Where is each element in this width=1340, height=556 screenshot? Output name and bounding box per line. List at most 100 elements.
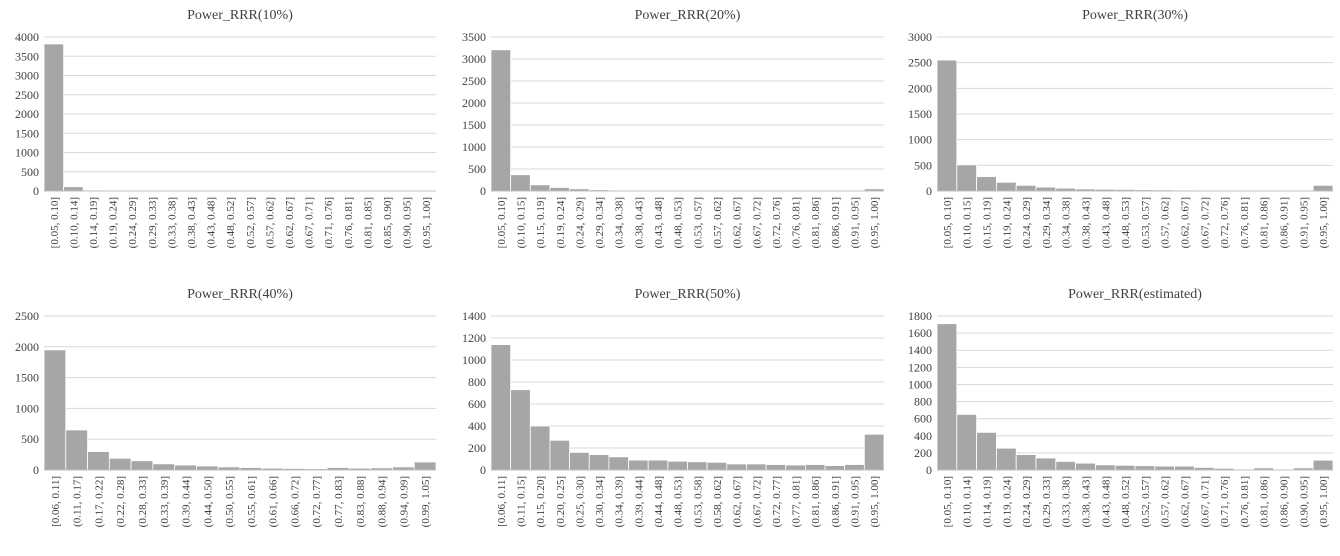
histogram-bar <box>131 461 153 470</box>
x-tick-label: (0.81, 0.86] <box>810 197 822 248</box>
histogram-bar <box>1135 466 1155 470</box>
y-tick-label: 1000 <box>462 140 486 154</box>
histogram-bar <box>1036 187 1056 191</box>
x-tick-label: (0.48, 0.53] <box>1120 197 1132 248</box>
x-tick-label: (0.57, 0.62] <box>1160 197 1172 248</box>
y-tick-label: 4000 <box>15 30 39 44</box>
x-tick-label: (0.71, 0.76] <box>323 197 335 248</box>
histogram-bar <box>805 465 825 471</box>
x-tick-label: [0.06, 0.11] <box>496 476 508 527</box>
x-tick-label: (0.17, 0.22] <box>93 476 105 527</box>
x-tick-label: (0.81, 0.86] <box>1259 197 1271 248</box>
x-tick-label: (0.10, 0.14] <box>68 197 80 248</box>
histogram-bar <box>570 452 590 470</box>
x-tick-label: (0.19, 0.24] <box>108 197 120 248</box>
x-tick-label: (0.33, 0.39] <box>159 476 171 527</box>
x-tick-label: (0.52, 0.57] <box>1140 476 1152 527</box>
x-tick-label: (0.15, 0.20] <box>535 476 547 527</box>
x-tick-label: (0.30, 0.34] <box>594 476 606 527</box>
histogram-bar <box>530 185 550 191</box>
x-tick-label: (0.52, 0.57] <box>245 197 257 248</box>
x-tick-label: (0.66, 0.72] <box>289 476 301 527</box>
y-tick-label: 0 <box>480 463 486 477</box>
y-tick-label: 400 <box>914 429 932 443</box>
x-tick-label: (0.11, 0.17] <box>72 476 84 527</box>
x-tick-label: (0.57, 0.62] <box>712 197 724 248</box>
histogram-svg: Power_RRR(40%)05001000150020002500[0.06,… <box>0 282 446 551</box>
y-tick-label: 500 <box>21 432 39 446</box>
x-tick-label: [0.05, 0.10] <box>496 197 508 248</box>
chart-title: Power_RRR(30%) <box>1082 8 1188 23</box>
histogram-bar <box>648 460 668 470</box>
x-tick-label: (0.90, 0.95] <box>1298 476 1310 527</box>
x-tick-label: (0.10, 0.15] <box>962 197 974 248</box>
x-tick-label: (0.24, 0.29] <box>574 197 586 248</box>
histogram-bar <box>937 60 957 191</box>
x-tick-label: (0.14, 0.19] <box>88 197 100 248</box>
histogram-bar <box>550 440 570 470</box>
x-tick-label: (0.71, 0.76] <box>1219 476 1231 527</box>
histogram-bar <box>1095 465 1115 470</box>
histogram-bar <box>1313 185 1333 191</box>
x-tick-label: (0.48, 0.53] <box>673 476 685 527</box>
x-tick-label: (0.83, 0.88] <box>355 476 367 527</box>
x-tick-label: (0.67, 0.72] <box>1199 197 1211 248</box>
x-tick-label: (0.62, 0.67] <box>1180 197 1192 248</box>
x-tick-label: (0.72, 0.76] <box>771 197 783 248</box>
x-tick-label: (0.34, 0.38] <box>614 197 626 248</box>
x-tick-label: (0.24, 0.29] <box>1021 197 1033 248</box>
histogram-svg: Power_RRR(estimated)02004006008001000120… <box>897 282 1340 551</box>
x-tick-label: (0.86, 0.91] <box>1279 197 1291 248</box>
y-tick-label: 1500 <box>15 126 39 140</box>
x-tick-label: (0.20, 0.25] <box>555 476 567 527</box>
chart-title: Power_RRR(40%) <box>187 287 293 302</box>
x-tick-label: (0.22, 0.28] <box>115 476 127 527</box>
x-tick-label: (0.95, 1.00] <box>1318 197 1330 248</box>
histogram-bar <box>825 466 845 470</box>
x-tick-label: (0.62, 0.67] <box>1180 476 1192 527</box>
y-tick-label: 1000 <box>15 146 39 160</box>
histogram-bar <box>707 462 727 470</box>
x-tick-label: (0.95, 1.00] <box>869 476 881 527</box>
histogram-svg: Power_RRR(20%)05001000150020002500300035… <box>452 0 898 278</box>
x-tick-label: (0.43, 0.48] <box>1100 197 1112 248</box>
histogram-bar <box>1155 466 1175 470</box>
x-tick-label: (0.90, 0.95] <box>402 197 414 248</box>
y-tick-label: 1500 <box>908 107 932 121</box>
histogram-bar <box>786 465 806 470</box>
x-tick-label: (0.76, 0.81] <box>791 197 803 248</box>
y-tick-label: 3000 <box>908 30 932 44</box>
y-tick-label: 1000 <box>908 377 932 391</box>
histogram-bar <box>175 465 197 470</box>
x-tick-label: (0.76, 0.81] <box>343 197 355 248</box>
x-tick-label: (0.95, 1.00] <box>421 197 433 248</box>
x-tick-label: (0.39, 0.44] <box>181 476 193 527</box>
chart-title: Power_RRR(20%) <box>635 8 741 23</box>
x-tick-label: (0.25, 0.30] <box>574 476 586 527</box>
histogram-bar <box>511 175 531 191</box>
histogram-bar <box>727 464 747 470</box>
x-tick-label: (0.94, 0.99] <box>398 476 410 527</box>
y-tick-label: 2500 <box>462 74 486 88</box>
x-tick-label: (0.81, 0.86] <box>810 476 822 527</box>
y-tick-label: 0 <box>33 463 39 477</box>
x-tick-label: (0.85, 0.90] <box>382 197 394 248</box>
x-tick-label: (0.77, 0.81] <box>791 476 803 527</box>
histogram-bar <box>937 324 957 470</box>
histogram-bar <box>1175 466 1195 470</box>
histogram-bar <box>1313 460 1333 470</box>
histogram-bar <box>977 432 997 470</box>
histogram-bar <box>1076 463 1096 470</box>
histogram-bar <box>550 187 570 191</box>
y-tick-label: 3000 <box>462 52 486 66</box>
x-tick-label: (0.61, 0.66] <box>268 476 280 527</box>
x-tick-label: (0.58, 0.62] <box>712 476 724 527</box>
histogram-bar <box>64 187 84 191</box>
histogram-svg: Power_RRR(10%)05001000150020002500300035… <box>0 0 446 278</box>
histogram-bar <box>1115 465 1135 470</box>
histogram-bar <box>511 390 531 470</box>
x-tick-label: (0.24, 0.29] <box>127 197 139 248</box>
